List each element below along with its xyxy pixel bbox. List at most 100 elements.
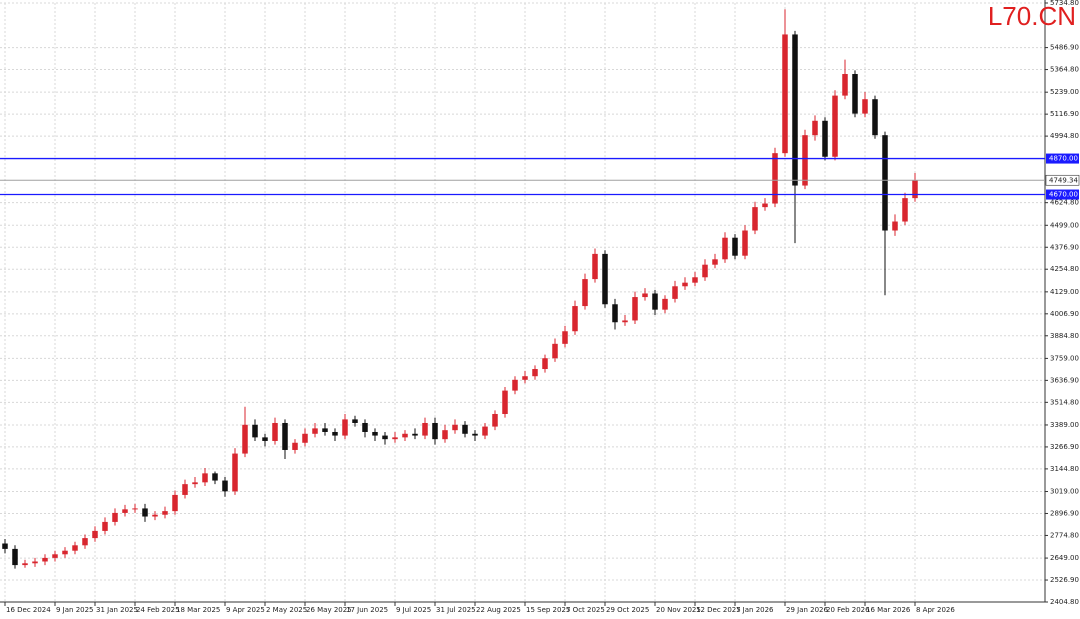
x-tick-label: 26 May 2025 [306,606,352,614]
y-tick-label: 2649.00 [1050,554,1079,562]
candle-body [292,442,298,450]
x-tick-label: 22 Aug 2025 [476,606,521,614]
candle-body [132,508,138,510]
candle-body [562,331,568,344]
y-tick-label: 4006.90 [1050,310,1079,318]
candle-body [832,95,838,157]
candle-body [212,473,218,481]
candle-body [732,237,738,256]
candle-body [612,304,618,323]
x-tick-label: 7 Oct 2025 [566,606,605,614]
candle-body [312,428,318,434]
watermark: L70.CN [988,1,1076,31]
y-tick-label: 4376.90 [1050,243,1079,251]
x-tick-label: 17 Jun 2025 [346,606,388,614]
candle-body [812,120,818,136]
candle-body [592,253,598,280]
candle-body [92,530,98,539]
candle-body [862,99,868,114]
candle-body [302,433,308,443]
candle-body [272,422,278,441]
y-tick-label: 5116.90 [1050,110,1079,118]
candle-body [32,561,38,564]
candle-body [442,430,448,440]
y-tick-label: 3019.00 [1050,488,1079,496]
candle-body [252,424,258,438]
candle-body [142,508,148,517]
y-tick-label: 5486.90 [1050,44,1079,52]
candle-body [582,279,588,307]
candle-body [462,424,468,434]
candle-body [372,431,378,436]
y-tick-label: 5364.80 [1050,66,1079,74]
x-tick-label: 20 Feb 2026 [826,606,870,614]
y-tick-label: 3636.90 [1050,376,1079,384]
candle-body [112,512,118,522]
y-tick-label: 3266.90 [1050,443,1079,451]
candle-body [242,424,248,454]
level-label-box [1046,153,1079,164]
candle-body [702,264,708,278]
candle-body [802,135,808,186]
candle-body [782,34,788,154]
y-tick-label: 2404.80 [1050,598,1079,606]
candle-body [902,198,908,222]
x-tick-label: 29 Jan 2026 [786,606,829,614]
candle-body [102,521,108,531]
candle-body [872,99,878,136]
candle-body [412,433,418,436]
x-tick-label: 2 May 2025 [266,606,307,614]
candle-body [772,153,778,204]
y-tick-label: 5734.80 [1050,0,1079,7]
candle-body [82,538,88,546]
y-tick-label: 3884.80 [1050,332,1079,340]
candle-body [642,293,648,298]
candle-body [22,563,28,566]
x-tick-label: 31 Jan 2025 [96,606,138,614]
candle-body [912,180,918,199]
x-tick-label: 20 Nov 2025 [656,606,701,614]
candle-body [602,253,608,305]
candle-body [512,379,518,391]
y-tick-label: 4994.80 [1050,132,1079,140]
y-tick-label: 4499.00 [1050,221,1079,229]
candle-body [362,422,368,432]
candle-body [352,419,358,423]
x-tick-label: 29 Oct 2025 [606,606,649,614]
candle-body [752,207,758,231]
x-tick-label: 12 Dec 2025 [696,606,741,614]
current-price-label: 4749.34 [1049,176,1078,184]
candle-body [722,237,728,260]
x-tick-label: 24 Feb 2025 [136,606,180,614]
y-tick-label: 4129.00 [1050,288,1079,296]
x-tick-label: 15 Sep 2025 [526,606,570,614]
x-tick-label: 16 Mar 2026 [866,606,911,614]
candle-body [262,437,268,441]
y-tick-label: 3389.00 [1050,421,1079,429]
candle-body [402,433,408,438]
x-tick-label: 18 Mar 2025 [176,606,220,614]
candle-body [382,435,388,440]
candle-body [472,433,478,436]
candle-body [852,74,858,114]
y-tick-label: 4254.80 [1050,265,1079,273]
candle-body [622,320,628,323]
current-price-box [1045,174,1080,186]
candle-body [762,203,768,208]
candle-body [502,390,508,414]
candle-body [392,437,398,440]
y-tick-label: 2526.90 [1050,576,1079,584]
y-tick-label: 2774.80 [1050,531,1079,539]
candle-body [332,431,338,436]
x-tick-label: 8 Apr 2026 [916,606,955,614]
candle-body [692,277,698,283]
candle-body [52,554,58,558]
candle-body [452,424,458,431]
candle-body [152,514,158,517]
candle-body [422,422,428,436]
y-tick-label: 2896.90 [1050,509,1079,517]
candle-body [632,297,638,321]
y-tick-label: 3759.00 [1050,354,1079,362]
x-tick-label: 7 Jan 2026 [736,606,774,614]
x-tick-label: 9 Jul 2025 [396,606,431,614]
